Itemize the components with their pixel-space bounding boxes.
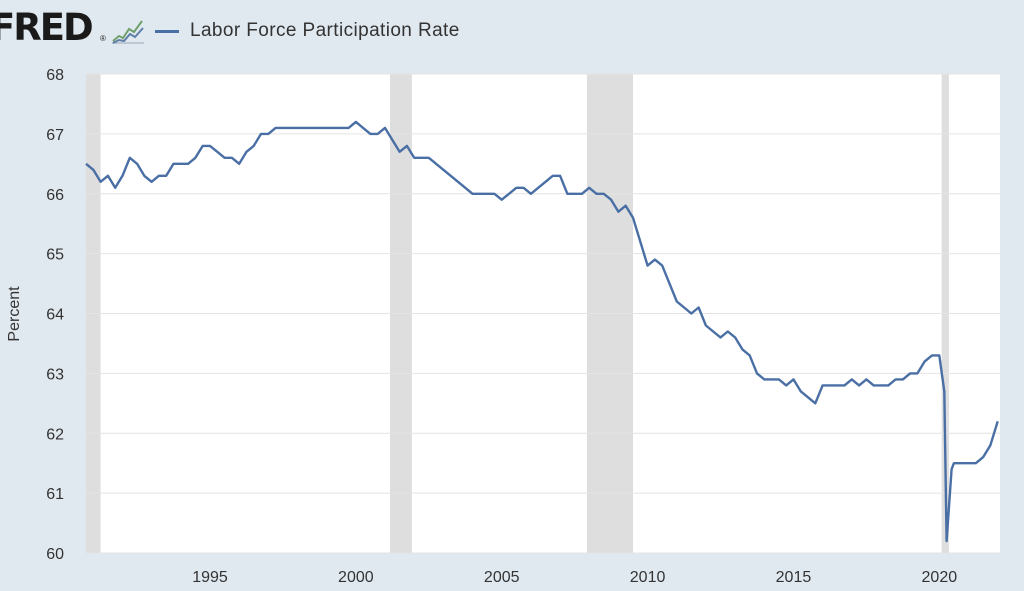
registered-mark: ® xyxy=(100,34,106,43)
y-tick-label: 62 xyxy=(46,426,64,443)
y-tick-label: 65 xyxy=(46,247,64,264)
line-chart-icon xyxy=(110,16,146,46)
x-tick-label: 2010 xyxy=(630,569,666,586)
x-tick-label: 2005 xyxy=(484,569,520,586)
x-tick-label: 2015 xyxy=(776,569,812,586)
x-tick-label: 1995 xyxy=(192,569,228,586)
y-tick-label: 67 xyxy=(46,127,64,144)
legend-swatch xyxy=(155,29,179,33)
y-axis-label: Percent xyxy=(6,286,23,342)
chart-legend: Labor Force Participation Rate xyxy=(155,19,460,43)
y-tick-label: 68 xyxy=(46,67,64,84)
y-tick-label: 60 xyxy=(46,546,64,563)
x-tick-label: 2020 xyxy=(922,569,958,586)
y-tick-label: 61 xyxy=(46,486,64,503)
legend-label: Labor Force Participation Rate xyxy=(190,20,460,41)
y-tick-label: 63 xyxy=(46,366,64,383)
x-tick-label: 2000 xyxy=(338,569,374,586)
y-tick-label: 66 xyxy=(46,187,64,204)
y-tick-label: 64 xyxy=(46,307,64,324)
chart-header: FRED ® Labor Force Participation Rate xyxy=(0,0,1024,64)
series-line[interactable] xyxy=(85,120,999,543)
fred-logo[interactable]: FRED xyxy=(0,6,94,49)
